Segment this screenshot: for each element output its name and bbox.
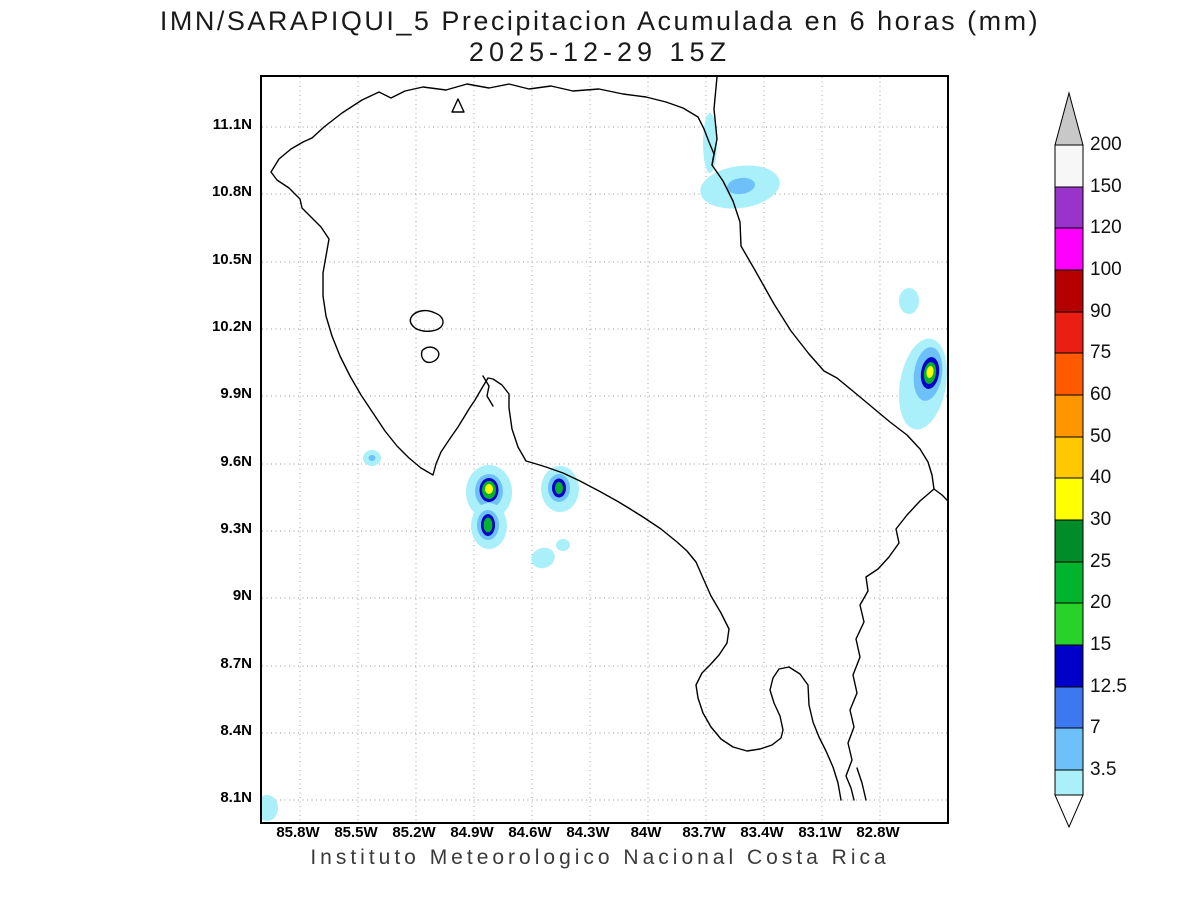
colorbar-segment — [1054, 561, 1084, 604]
colorbar-tick-label: 12.5 — [1090, 676, 1127, 697]
colorbar-legend — [1054, 91, 1084, 829]
lat-tick-label: 9.3N — [220, 520, 252, 537]
grid-layer — [262, 77, 947, 822]
colorbar-tick-label: 120 — [1090, 217, 1122, 238]
colorbar-tick-label: 75 — [1090, 342, 1112, 363]
precip-cell-corner-speck — [262, 795, 278, 821]
lon-tick-label: 84.9W — [450, 824, 494, 841]
lat-tick-label: 8.4N — [220, 722, 252, 739]
colorbar-segment — [1054, 269, 1084, 313]
colorbar-segment — [1054, 644, 1084, 688]
colorbar-tick-label: 20 — [1090, 592, 1112, 613]
colorbar-segment — [1054, 186, 1084, 229]
precip-cell-pacific-cell-a — [485, 484, 493, 494]
small-lake-outline — [420, 346, 440, 364]
precip-cell-pacific-cell-b — [555, 482, 563, 494]
colorbar-segment — [1054, 686, 1084, 729]
precip-cell-caribbean-small — [899, 288, 919, 314]
lat-tick-label: 8.7N — [220, 655, 252, 672]
colorbar-arrow-top — [1054, 91, 1084, 146]
colorbar-tick-label: 90 — [1090, 301, 1112, 322]
precip-cell-north-cell — [727, 177, 755, 195]
lon-tick-label: 83.1W — [798, 824, 842, 841]
lon-tick-label: 84.6W — [508, 824, 552, 841]
colorbar-arrow-bottom — [1054, 794, 1084, 829]
colorbar-tick-label: 3.5 — [1090, 759, 1117, 780]
colorbar-tick-label: 15 — [1090, 634, 1112, 655]
colorbar-tick-label: 60 — [1090, 384, 1112, 405]
lon-tick-label: 85.8W — [276, 824, 320, 841]
precip-cell-nicoya-dot — [368, 455, 376, 461]
colorbar-segment — [1054, 311, 1084, 354]
colorbar-segment — [1054, 352, 1084, 396]
colorbar-tick-label: 50 — [1090, 426, 1112, 447]
lon-tick-label: 84W — [630, 824, 662, 841]
colorbar-tick-label: 100 — [1090, 259, 1122, 280]
volcano-triangle-marker — [451, 98, 465, 113]
lon-tick-label: 83.7W — [682, 824, 726, 841]
lat-tick-label: 8.1N — [220, 789, 252, 806]
lat-tick-label: 9.6N — [220, 453, 252, 470]
precip-cell-pacific-speck-1 — [531, 547, 555, 569]
precip-cell-pacific-speck-2 — [556, 539, 570, 551]
lon-tick-label: 84.3W — [566, 824, 610, 841]
colorbar-tick-label: 40 — [1090, 467, 1112, 488]
nicaragua-caribbean-coast — [711, 77, 718, 166]
lat-tick-label: 10.8N — [211, 183, 252, 200]
colorbar-tick-label: 150 — [1090, 176, 1122, 197]
colorbar-segment — [1054, 519, 1084, 563]
map-title: IMN/SARAPIQUI_5 Precipitacion Acumulada … — [159, 6, 1041, 36]
lat-tick-label: 11.1N — [212, 116, 252, 133]
colorbar-segment — [1054, 602, 1084, 646]
precip-cell-caribbean-cell — [926, 366, 934, 378]
lat-tick-label: 10.2N — [211, 318, 252, 335]
lat-tick-label: 9.9N — [220, 385, 252, 402]
colorbar-tick-label: 30 — [1090, 509, 1112, 530]
lon-tick-label: 85.5W — [334, 824, 378, 841]
lon-tick-label: 83.4W — [740, 824, 784, 841]
colorbar-tick-label: 7 — [1090, 717, 1101, 738]
burica-east-coast-fragment — [856, 767, 867, 801]
precipitation-layer — [262, 113, 947, 821]
estuary-line — [482, 375, 494, 407]
panama-border — [845, 488, 935, 801]
lon-tick-label: 85.2W — [392, 824, 436, 841]
colorbar-segment — [1054, 477, 1084, 521]
footer-caption: Instituto Meteorologico Nacional Costa R… — [310, 846, 890, 869]
precip-cell-pacific-cell-c — [483, 517, 493, 533]
colorbar-segment — [1054, 227, 1084, 271]
costa-rica-north-and-caribbean-coast — [311, 83, 947, 501]
map-svg — [260, 75, 949, 824]
colorbar-tick-label: 25 — [1090, 551, 1112, 572]
colorbar-segment — [1054, 144, 1084, 188]
colorbar-segment — [1054, 769, 1084, 796]
colorbar-segment — [1054, 436, 1084, 479]
colorbar-segment — [1054, 727, 1084, 771]
lat-tick-label: 9N — [232, 587, 252, 604]
colorbar-tick-label: 200 — [1090, 134, 1122, 155]
lon-tick-label: 82.8W — [856, 824, 900, 841]
map-subtitle: 2025-12-29 15Z — [468, 37, 732, 67]
lat-tick-label: 10.5N — [211, 251, 252, 268]
lake-outline — [409, 309, 444, 332]
pacific-coast — [270, 137, 842, 801]
colorbar-segment — [1054, 394, 1084, 438]
coastline-layer — [270, 77, 947, 801]
